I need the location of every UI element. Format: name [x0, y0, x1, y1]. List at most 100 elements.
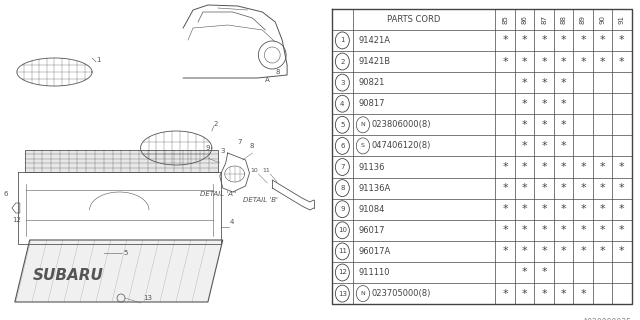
- Text: 8: 8: [275, 69, 280, 75]
- Polygon shape: [15, 240, 223, 302]
- Text: *: *: [541, 289, 547, 299]
- Text: S: S: [361, 143, 365, 148]
- Text: 4: 4: [230, 219, 234, 225]
- Text: *: *: [580, 57, 586, 67]
- Text: 88: 88: [561, 15, 566, 24]
- Text: 023806000(8): 023806000(8): [372, 120, 431, 129]
- Text: 96017: 96017: [358, 226, 385, 235]
- Text: *: *: [502, 162, 508, 172]
- Text: 85: 85: [502, 15, 508, 24]
- Text: *: *: [561, 183, 566, 193]
- Text: *: *: [619, 36, 625, 45]
- Text: 86: 86: [522, 15, 527, 24]
- Text: 12: 12: [12, 217, 20, 223]
- Text: *: *: [600, 183, 605, 193]
- Text: 10: 10: [338, 227, 347, 233]
- Text: *: *: [502, 204, 508, 214]
- Text: *: *: [541, 246, 547, 256]
- Text: *: *: [502, 57, 508, 67]
- Text: 90: 90: [600, 15, 605, 24]
- Text: *: *: [522, 78, 527, 88]
- Text: *: *: [541, 99, 547, 109]
- Text: 90821: 90821: [358, 78, 385, 87]
- Text: 4: 4: [340, 101, 344, 107]
- Text: *: *: [619, 225, 625, 235]
- Text: *: *: [580, 246, 586, 256]
- Text: *: *: [580, 204, 586, 214]
- Text: *: *: [522, 141, 527, 151]
- Text: *: *: [600, 204, 605, 214]
- Text: *: *: [522, 183, 527, 193]
- Text: 91136: 91136: [358, 163, 385, 172]
- Text: *: *: [619, 246, 625, 256]
- Text: N: N: [360, 291, 365, 296]
- Text: *: *: [600, 225, 605, 235]
- Text: *: *: [522, 120, 527, 130]
- Text: 023705000(8): 023705000(8): [372, 289, 431, 298]
- Text: *: *: [541, 204, 547, 214]
- Text: *: *: [522, 225, 527, 235]
- Text: *: *: [502, 246, 508, 256]
- Text: *: *: [580, 162, 586, 172]
- Text: *: *: [580, 36, 586, 45]
- Text: *: *: [522, 289, 527, 299]
- Text: 13: 13: [338, 291, 347, 297]
- Text: *: *: [522, 162, 527, 172]
- Text: *: *: [619, 204, 625, 214]
- Text: *: *: [541, 36, 547, 45]
- Text: 8: 8: [340, 185, 344, 191]
- Text: *: *: [580, 183, 586, 193]
- Text: 8: 8: [250, 143, 254, 149]
- Text: *: *: [561, 162, 566, 172]
- Text: 6: 6: [340, 143, 344, 149]
- Text: *: *: [619, 57, 625, 67]
- Text: *: *: [561, 36, 566, 45]
- Text: *: *: [600, 246, 605, 256]
- Text: *: *: [619, 183, 625, 193]
- Text: N: N: [360, 122, 365, 127]
- Text: *: *: [502, 225, 508, 235]
- Text: 91: 91: [619, 15, 625, 24]
- Text: *: *: [502, 183, 508, 193]
- Text: 047406120(8): 047406120(8): [372, 141, 431, 150]
- Text: *: *: [541, 183, 547, 193]
- Text: *: *: [580, 289, 586, 299]
- Text: 7: 7: [237, 139, 242, 145]
- Text: 91136A: 91136A: [358, 184, 390, 193]
- Text: *: *: [561, 57, 566, 67]
- Text: PARTS CORD: PARTS CORD: [387, 15, 440, 24]
- Text: *: *: [561, 204, 566, 214]
- Bar: [25, 150, 218, 172]
- Text: 91084: 91084: [358, 205, 385, 214]
- Text: *: *: [600, 162, 605, 172]
- Text: 3: 3: [221, 148, 225, 154]
- Text: *: *: [561, 289, 566, 299]
- Text: 5: 5: [124, 250, 128, 256]
- Text: *: *: [502, 289, 508, 299]
- Text: A920000035: A920000035: [582, 318, 632, 320]
- Text: *: *: [541, 162, 547, 172]
- Text: *: *: [561, 78, 566, 88]
- Text: *: *: [561, 246, 566, 256]
- Text: SUBARU: SUBARU: [33, 268, 104, 284]
- Text: *: *: [580, 225, 586, 235]
- Text: *: *: [600, 57, 605, 67]
- Text: *: *: [541, 78, 547, 88]
- Text: 7: 7: [340, 164, 344, 170]
- Text: *: *: [522, 57, 527, 67]
- Text: *: *: [561, 225, 566, 235]
- Text: *: *: [522, 36, 527, 45]
- Text: 12: 12: [338, 269, 347, 276]
- Text: *: *: [561, 120, 566, 130]
- Text: *: *: [619, 162, 625, 172]
- Text: 91421B: 91421B: [358, 57, 390, 66]
- Text: 11: 11: [338, 248, 347, 254]
- Text: 96017A: 96017A: [358, 247, 390, 256]
- Text: 2: 2: [214, 121, 218, 127]
- Text: *: *: [541, 225, 547, 235]
- Text: 10: 10: [250, 168, 258, 173]
- Text: *: *: [522, 268, 527, 277]
- Text: *: *: [561, 99, 566, 109]
- Text: *: *: [502, 36, 508, 45]
- Text: 1: 1: [340, 37, 344, 44]
